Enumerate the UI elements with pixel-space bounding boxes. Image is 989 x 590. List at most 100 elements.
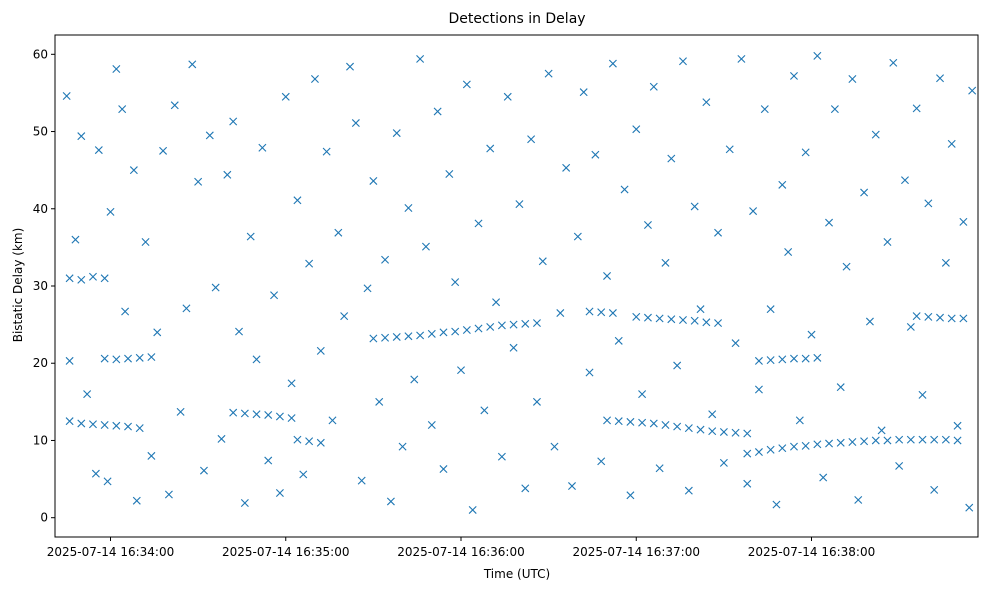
- data-point: [147, 451, 156, 460]
- data-point: [766, 445, 775, 454]
- data-point: [895, 435, 904, 444]
- data-point: [883, 237, 892, 246]
- data-point: [708, 410, 717, 419]
- data-point: [240, 409, 249, 418]
- data-point: [871, 436, 880, 445]
- data-point: [749, 207, 758, 216]
- data-point: [766, 356, 775, 365]
- data-point: [176, 407, 185, 416]
- data-point: [497, 321, 506, 330]
- data-point: [778, 180, 787, 189]
- data-point: [211, 283, 220, 292]
- data-point: [351, 119, 360, 128]
- data-point: [643, 220, 652, 229]
- data-point: [953, 421, 962, 430]
- data-point: [649, 419, 658, 428]
- y-axis-label: Bistatic Delay (km): [11, 228, 25, 343]
- data-point: [369, 176, 378, 185]
- data-point: [860, 437, 869, 446]
- data-point: [968, 86, 977, 95]
- data-point: [784, 248, 793, 257]
- data-point: [240, 499, 249, 508]
- data-point: [871, 130, 880, 139]
- plot-frame: [54, 34, 979, 538]
- data-point: [830, 105, 839, 114]
- data-point: [88, 272, 97, 281]
- data-point: [194, 177, 203, 186]
- data-point: [340, 312, 349, 321]
- data-point: [293, 435, 302, 444]
- data-point: [591, 150, 600, 159]
- x-axis-ticks: 2025-07-14 16:34:00 2025-07-14 16:35:00 20…: [47, 537, 875, 559]
- data-point: [585, 307, 594, 316]
- data-point: [381, 255, 390, 264]
- y-tick-label: 50: [33, 125, 48, 139]
- data-point: [188, 60, 197, 69]
- data-point: [457, 366, 465, 375]
- data-point: [103, 477, 112, 486]
- data-point: [486, 144, 495, 153]
- data-point: [480, 406, 489, 415]
- data-point: [772, 500, 781, 509]
- data-point: [754, 356, 763, 365]
- data-point: [597, 308, 606, 317]
- data-point: [953, 436, 962, 445]
- data-point: [801, 148, 810, 157]
- data-point: [509, 320, 518, 329]
- data-point: [264, 456, 273, 465]
- data-point: [936, 313, 945, 322]
- data-point: [129, 166, 138, 175]
- data-point: [632, 125, 641, 134]
- data-point: [801, 354, 810, 363]
- data-point: [924, 199, 933, 208]
- data-point: [673, 422, 682, 431]
- data-point: [293, 196, 302, 205]
- data-point: [667, 154, 676, 163]
- data-point: [743, 449, 752, 458]
- data-point: [334, 228, 343, 237]
- data-point: [258, 143, 267, 152]
- data-point: [906, 435, 915, 444]
- data-point: [825, 218, 834, 227]
- data-point: [328, 416, 337, 425]
- data-point: [118, 105, 127, 114]
- data-point: [486, 322, 495, 331]
- data-point: [310, 75, 319, 84]
- data-point: [497, 452, 506, 461]
- data-point: [474, 324, 483, 333]
- data-point: [135, 424, 144, 433]
- data-point: [778, 355, 787, 364]
- data-point: [632, 312, 641, 321]
- data-point: [865, 317, 874, 326]
- data-point: [941, 258, 950, 267]
- data-point: [316, 346, 325, 355]
- data-point: [264, 410, 273, 419]
- data-point: [836, 438, 845, 447]
- data-point: [229, 408, 238, 417]
- data-point: [322, 147, 331, 156]
- data-point: [404, 332, 413, 341]
- data-point: [754, 385, 763, 394]
- data-point: [789, 442, 798, 451]
- data-point: [416, 331, 425, 340]
- y-tick-label: 30: [33, 279, 48, 293]
- data-point: [684, 424, 693, 433]
- data-point: [153, 328, 162, 337]
- data-point: [579, 88, 588, 97]
- data-point: [392, 332, 401, 341]
- data-point: [661, 421, 670, 430]
- data-point: [714, 228, 723, 237]
- data-point: [65, 274, 74, 283]
- data-point: [305, 259, 314, 268]
- y-tick-label: 0: [40, 511, 48, 525]
- data-point: [468, 505, 477, 514]
- plot-area: [54, 34, 979, 538]
- data-point: [132, 496, 141, 505]
- data-point: [918, 390, 927, 399]
- data-point: [147, 353, 156, 362]
- data-point: [121, 307, 130, 316]
- data-point: [807, 330, 816, 339]
- data-point: [702, 318, 711, 327]
- data-point: [661, 258, 670, 267]
- data-point: [369, 334, 378, 343]
